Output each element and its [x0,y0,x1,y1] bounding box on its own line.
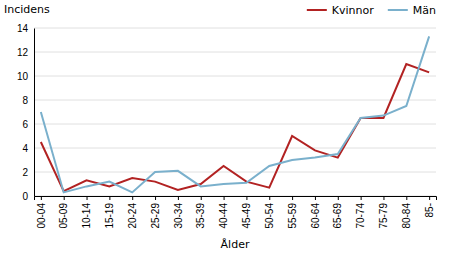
x-tick-mark [132,196,133,200]
x-tick-mark [155,196,156,200]
series-group [41,36,429,192]
grid-line [34,100,436,101]
x-tick-label: 70-74 [355,203,366,229]
x-tick-label: 30-34 [173,203,184,229]
grid-line [34,76,436,77]
x-tick: 75-79 [378,196,389,229]
grid-line [34,148,436,149]
x-tick-mark [87,196,88,200]
x-tick-mark [41,196,42,200]
x-tick: 70-74 [355,196,366,229]
x-axis-line [35,197,437,201]
x-tick-mark [406,196,407,200]
y-tick-label: 0 [22,191,28,202]
x-tick: 15-19 [104,196,115,229]
y-tick: 8 [22,95,34,106]
x-tick-label: 05-09 [58,203,69,229]
y-tick: 12 [17,47,34,58]
x-tick: 40-44 [218,196,229,229]
x-tick-mark [338,196,339,200]
y-tick: 14 [17,23,34,34]
y-tick-label: 8 [22,95,28,106]
y-tick: 10 [17,71,34,82]
x-tick-mark [361,196,362,200]
x-tick-label: 80-84 [401,203,412,229]
x-tick-mark [201,196,202,200]
x-tick-label: 85- [424,203,435,217]
grid-line [34,124,436,125]
x-tick-mark [109,196,110,200]
y-tick-label: 6 [22,119,28,130]
x-tick: 60-64 [310,196,321,229]
chart: 0 2 4 6 8 10 12 14 00-04 05-09 10-14 15-19 20-24 25-2… [0,0,450,254]
x-tick: 85- [424,196,435,217]
y-tick-label: 4 [22,143,28,154]
x-tick-label: 40-44 [218,203,229,229]
grid-line [34,28,436,29]
x-tick-mark [64,196,65,200]
x-tick-mark [178,196,179,200]
x-tick-label: 20-24 [127,203,138,229]
x-tick: 20-24 [127,196,138,229]
legend-swatch [307,9,327,11]
legend-label: Män [413,4,436,17]
y-axis-title: Incidens [4,3,50,16]
x-tick: 50-54 [264,196,275,229]
x-tick-label: 50-54 [264,203,275,229]
plot-area: 0 2 4 6 8 10 12 14 00-04 05-09 10-14 15-19 20-24 25-2… [17,23,437,229]
x-tick-mark [269,196,270,200]
x-tick-label: 25-29 [150,203,161,229]
y-tick: 0 [22,191,34,202]
x-tick: 10-14 [81,196,92,229]
x-tick: 45-49 [241,196,252,229]
x-tick-label: 55-59 [287,203,298,229]
x-tick-mark [246,196,247,200]
x-tick-label: 00-04 [36,203,47,229]
y-tick: 4 [22,143,34,154]
x-tick: 80-84 [401,196,412,229]
x-tick: 05-09 [58,196,69,229]
x-tick-label: 75-79 [378,203,389,229]
grid-line [34,172,436,173]
x-tick-mark [315,196,316,200]
y-tick-label: 10 [17,71,29,82]
legend-item: Män [388,4,436,17]
legend: Kvinnor Män [307,4,436,17]
grid-line [34,52,436,53]
grid [34,28,436,196]
x-axis-title: Ålder [221,238,250,251]
y-axis: 0 2 4 6 8 10 12 14 [17,23,35,202]
x-tick-label: 65-69 [332,203,343,229]
legend-label: Kvinnor [332,4,374,17]
legend-item: Kvinnor [307,4,374,17]
x-tick-label: 60-64 [310,203,321,229]
y-tick-label: 12 [17,47,29,58]
y-axis-line [34,29,35,197]
x-tick: 35-39 [195,196,206,229]
x-tick: 25-29 [150,196,161,229]
x-tick-mark [224,196,225,200]
y-tick-label: 14 [17,23,29,34]
x-tick-label: 45-49 [241,203,252,229]
y-tick: 6 [22,119,34,130]
x-tick-label: 10-14 [81,203,92,229]
legend-swatch [388,9,408,11]
x-tick: 00-04 [36,196,47,229]
x-tick-label: 15-19 [104,203,115,229]
series-line [41,64,429,191]
x-tick-mark [429,196,430,200]
x-tick: 55-59 [287,196,298,229]
x-tick-mark [383,196,384,200]
y-tick: 2 [22,167,34,178]
x-axis: 00-04 05-09 10-14 15-19 20-24 25-29 30-34 35-39… [35,196,437,229]
y-tick-label: 2 [22,167,28,178]
x-tick: 65-69 [332,196,343,229]
x-tick-label: 35-39 [195,203,206,229]
x-tick: 30-34 [173,196,184,229]
series-line [41,36,429,192]
x-tick-mark [292,196,293,200]
